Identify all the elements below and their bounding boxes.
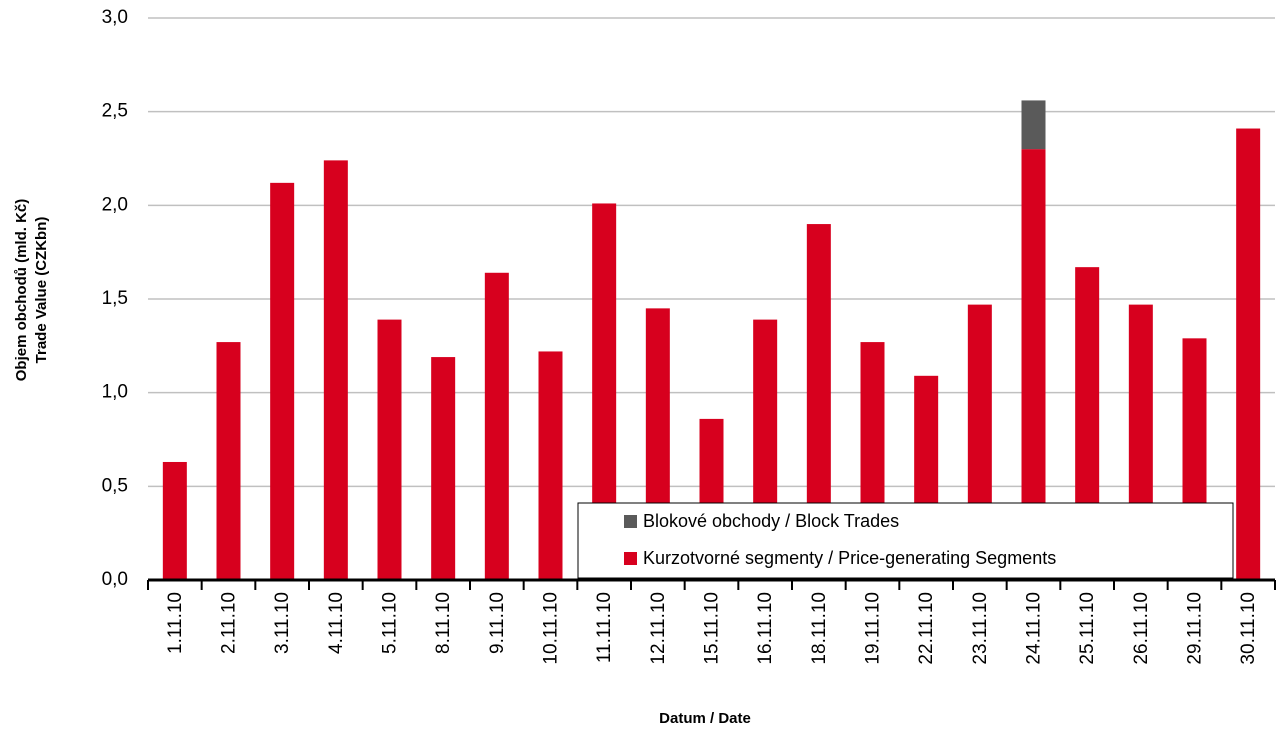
y-axis-title-line: Objem obchodů (mld. Kč) — [13, 199, 30, 382]
x-tick-label: 11.11.10 — [594, 592, 615, 663]
legend-label: Kurzotvorné segmenty / Price-generating … — [643, 548, 1056, 568]
legend-box — [577, 502, 1234, 579]
x-tick-label-group: 16.11.10 — [755, 592, 776, 665]
x-tick-label: 30.11.10 — [1238, 592, 1259, 665]
bar-segment — [538, 351, 563, 580]
x-tick-label: 22.11.10 — [916, 592, 937, 665]
x-tick-label-group: 8.11.10 — [433, 592, 454, 654]
bar-segment — [270, 182, 295, 580]
bar-segment — [323, 160, 348, 580]
x-tick-label: 15.11.10 — [702, 592, 723, 665]
x-tick-label: 16.11.10 — [755, 592, 776, 665]
y-tick-label: 2,5 — [102, 101, 128, 122]
bar-segment — [431, 357, 456, 580]
x-tick-label-group: 4.11.10 — [326, 592, 347, 654]
x-tick-label: 26.11.10 — [1131, 592, 1152, 665]
x-tick-label-group: 3.11.10 — [272, 592, 293, 654]
bar-segment — [377, 319, 402, 580]
y-tick-label: 0,5 — [102, 475, 128, 496]
x-tick-label: 23.11.10 — [970, 592, 991, 665]
x-tick-label-group: 26.11.10 — [1131, 592, 1152, 665]
x-tick-label: 25.11.10 — [1077, 592, 1098, 665]
bar-segment — [484, 272, 509, 580]
x-tick-label: 19.11.10 — [863, 592, 884, 665]
x-tick-label: 24.11.10 — [1024, 592, 1045, 665]
x-tick-label: 18.11.10 — [809, 592, 830, 665]
y-tick-label: 1,0 — [102, 382, 128, 403]
x-tick-label: 9.11.10 — [487, 592, 508, 654]
x-tick-label-group: 1.11.10 — [165, 592, 186, 654]
y-axis-title-line: Trade Value (CZKbn) — [33, 217, 50, 364]
x-tick-label-group: 19.11.10 — [863, 592, 884, 665]
x-tick-label-group: 2.11.10 — [219, 592, 240, 654]
x-tick-label: 1.11.10 — [165, 592, 186, 654]
y-tick-label: 1,5 — [102, 288, 128, 309]
legend-swatch — [624, 515, 637, 528]
x-tick-label-group: 25.11.10 — [1077, 592, 1098, 665]
x-tick-label: 12.11.10 — [648, 592, 669, 665]
x-tick-label: 8.11.10 — [433, 592, 454, 654]
x-tick-label-group: 10.11.10 — [541, 592, 562, 665]
y-axis-title: Objem obchodů (mld. Kč) Trade Value (CZK… — [13, 199, 50, 382]
x-tick-label-group: 30.11.10 — [1238, 592, 1259, 665]
x-tick-label-group: 15.11.10 — [702, 592, 723, 665]
x-tick-label-group: 11.11.10 — [594, 592, 615, 663]
x-tick-label-group: 12.11.10 — [648, 592, 669, 665]
legend-swatch — [624, 552, 637, 565]
bar-segment — [1021, 100, 1046, 150]
x-tick-label-group: 24.11.10 — [1024, 592, 1045, 665]
x-tick-label: 5.11.10 — [380, 592, 401, 654]
x-tick-label-group: 29.11.10 — [1185, 592, 1206, 665]
x-tick-label: 10.11.10 — [541, 592, 562, 665]
y-tick-label: 3,0 — [102, 7, 128, 28]
x-axis-title: Datum / Date — [659, 710, 751, 727]
bar-segment — [1236, 128, 1261, 580]
legend-label: Blokové obchody / Block Trades — [643, 511, 899, 531]
x-tick-label-group: 22.11.10 — [916, 592, 937, 665]
y-tick-label: 0,0 — [102, 569, 128, 590]
x-tick-label-group: 5.11.10 — [380, 592, 401, 654]
x-tick-label: 3.11.10 — [272, 592, 293, 654]
x-tick-label: 2.11.10 — [219, 592, 240, 654]
bar-segment — [216, 342, 241, 580]
bar-segment — [162, 461, 187, 580]
x-tick-label-group: 18.11.10 — [809, 592, 830, 665]
x-tick-label-group: 9.11.10 — [487, 592, 508, 654]
x-tick-label: 29.11.10 — [1185, 592, 1206, 665]
x-tick-label: 4.11.10 — [326, 592, 347, 654]
x-tick-label-group: 23.11.10 — [970, 592, 991, 665]
y-tick-label: 2,0 — [102, 194, 128, 215]
